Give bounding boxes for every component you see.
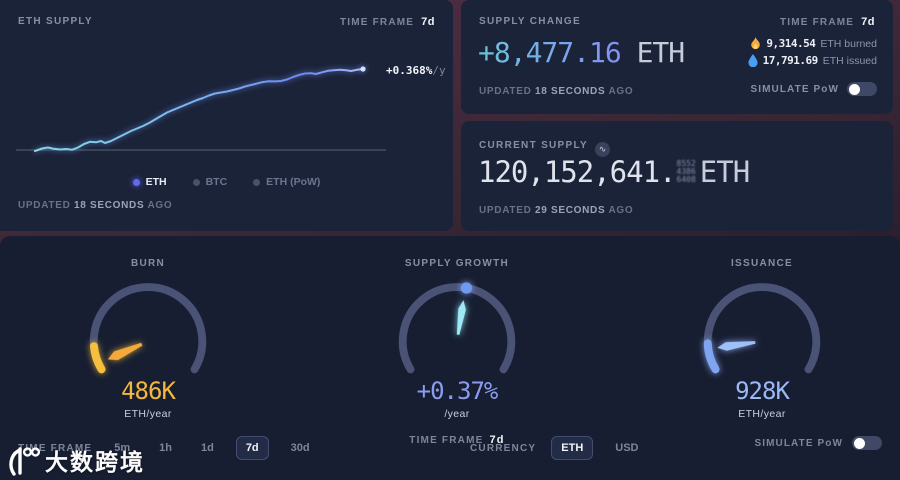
burn-value: 486K [121,377,176,405]
timeframe-option-1d[interactable]: 1d [200,442,214,454]
toggle-knob [849,83,860,95]
btc-legend-dot-icon [192,178,200,186]
issuance-gauge: ISSUANCE 928K ETH/year [657,258,867,420]
issuance-value: 928K [735,377,790,405]
burn-unit: ETH/year [124,408,172,420]
line-endpoint-dot [360,66,366,72]
toggle-knob [854,437,865,449]
gauges-panel: BURN 486K ETH/year SUPPLY GROWTH +0.37% … [0,236,900,480]
timeframe-control-label: TIME FRAME [18,442,93,454]
chart-legend: ETH BTC ETH (PoW) [0,176,453,188]
eth-legend-dot-icon [132,178,140,186]
burn-gauge-dial [89,283,207,374]
watermark-text: 大数跨境 [45,450,145,476]
timeframe-option-5m[interactable]: 5m [114,442,131,454]
issuance-gauge-title: ISSUANCE [730,258,794,269]
burn-gauge-title: BURN [130,258,166,269]
legend-item-eth[interactable]: ETH [132,176,167,188]
simulate-pow-toggle[interactable] [852,436,882,450]
burn-needle [107,342,143,361]
flame-icon [751,37,761,50]
legend-item-btc[interactable]: BTC [192,176,227,188]
eth-supply-updated: UPDATED 18 SECONDS AGO [18,200,173,211]
issuance-needle [717,341,756,351]
eth-supply-panel: ETH SUPPLY TIME FRAME 7d +0.368%/y ETH BT… [0,0,453,231]
legend-item-eth-pow[interactable]: ETH (PoW) [253,176,320,188]
supply-change-timeframe: TIME FRAME 7d [779,16,875,28]
timeframe-control-group: TIME FRAME 5m 1h 1d 7d 30d [18,436,317,460]
issued-row: 17,791.69 ETH issued [748,54,877,67]
animated-decimals: 8552 4386 6408 [676,159,696,184]
simulate-pow-label: SIMULATE PoW [754,437,843,449]
eth-supply-timeframe: TIME FRAME 7d [340,16,435,28]
issuance-gauge-dial [703,283,821,374]
simulate-pow-control-group: SIMULATE PoW [754,436,882,450]
timeframe-option-7d[interactable]: 7d [235,436,269,460]
timeframe-label: TIME FRAME [339,17,415,28]
supply-growth-value: +0.37% [416,377,499,405]
currency-option-usd[interactable]: USD [615,442,639,454]
currency-option-eth[interactable]: ETH [551,436,594,460]
current-supply-updated: UPDATED 29 SECONDS AGO [479,205,634,216]
gauge-marker-dot [460,282,473,294]
watermark-logo-icon [9,447,40,476]
gauge-track-arc [89,283,207,374]
burn-issue-stats: 9,314.54 ETH burned 17,791.69 ETH issued [748,37,877,71]
watermark: 大数跨境 [6,443,145,477]
eth-supply-line [34,68,364,152]
currency-control-label: CURRENCY [470,442,537,454]
eth-pow-legend-dot-icon [253,178,261,186]
gauge-fill-arc [90,342,106,374]
supply-growth-gauge-title: SUPPLY GROWTH [404,258,510,269]
bottom-controls: TIME FRAME 5m 1h 1d 7d 30d CURRENCY ETH … [0,436,900,464]
gauge-fill-arc [703,339,720,374]
supply-change-panel: SUPPLY CHANGE TIME FRAME 7d +8,477.16 ETH… [461,0,893,114]
supply-change-updated: UPDATED 18 SECONDS AGO [479,86,634,97]
simulate-pow-row: SIMULATE PoW [750,82,877,96]
supply-growth-timeframe: TIME FRAME 7d [409,434,505,446]
issuance-unit: ETH/year [738,408,786,420]
simulate-pow-toggle[interactable] [847,82,877,96]
current-supply-title: CURRENT SUPPLY [479,140,588,151]
burn-gauge: BURN 486K ETH/year [43,258,253,420]
timeframe-option-1h[interactable]: 1h [159,442,172,454]
gauge-track-arc [398,283,516,374]
timeframe-option-30d[interactable]: 30d [290,442,310,454]
current-supply-badge-icon[interactable]: ∿ [594,142,610,157]
current-supply-value: 120,152,641. 8552 4386 6408 ETH [478,155,750,189]
burned-row: 9,314.54 ETH burned [748,37,877,50]
eth-supply-title: ETH SUPPLY [18,16,93,27]
supply-change-title: SUPPLY CHANGE [479,16,581,27]
supply-growth-gauge: SUPPLY GROWTH +0.37% /year TIME FRAME 7d [352,258,562,446]
current-supply-panel: CURRENT SUPPLY ∿ 120,152,641. 8552 4386 6408… [461,121,893,231]
gauge-track-arc [703,283,821,374]
timeframe-value[interactable]: 7d [421,16,435,28]
supply-growth-gauge-dial [398,282,516,374]
supply-change-value: +8,477.16 ETH [478,36,685,69]
supply-growth-unit: /year [444,408,470,420]
eth-supply-chart [16,66,386,152]
currency-control-group: CURRENCY ETH USD [470,436,646,460]
supply-growth-needle [456,300,466,335]
supply-growth-annotation: +0.368%/y [386,64,446,77]
droplet-icon [748,54,758,67]
